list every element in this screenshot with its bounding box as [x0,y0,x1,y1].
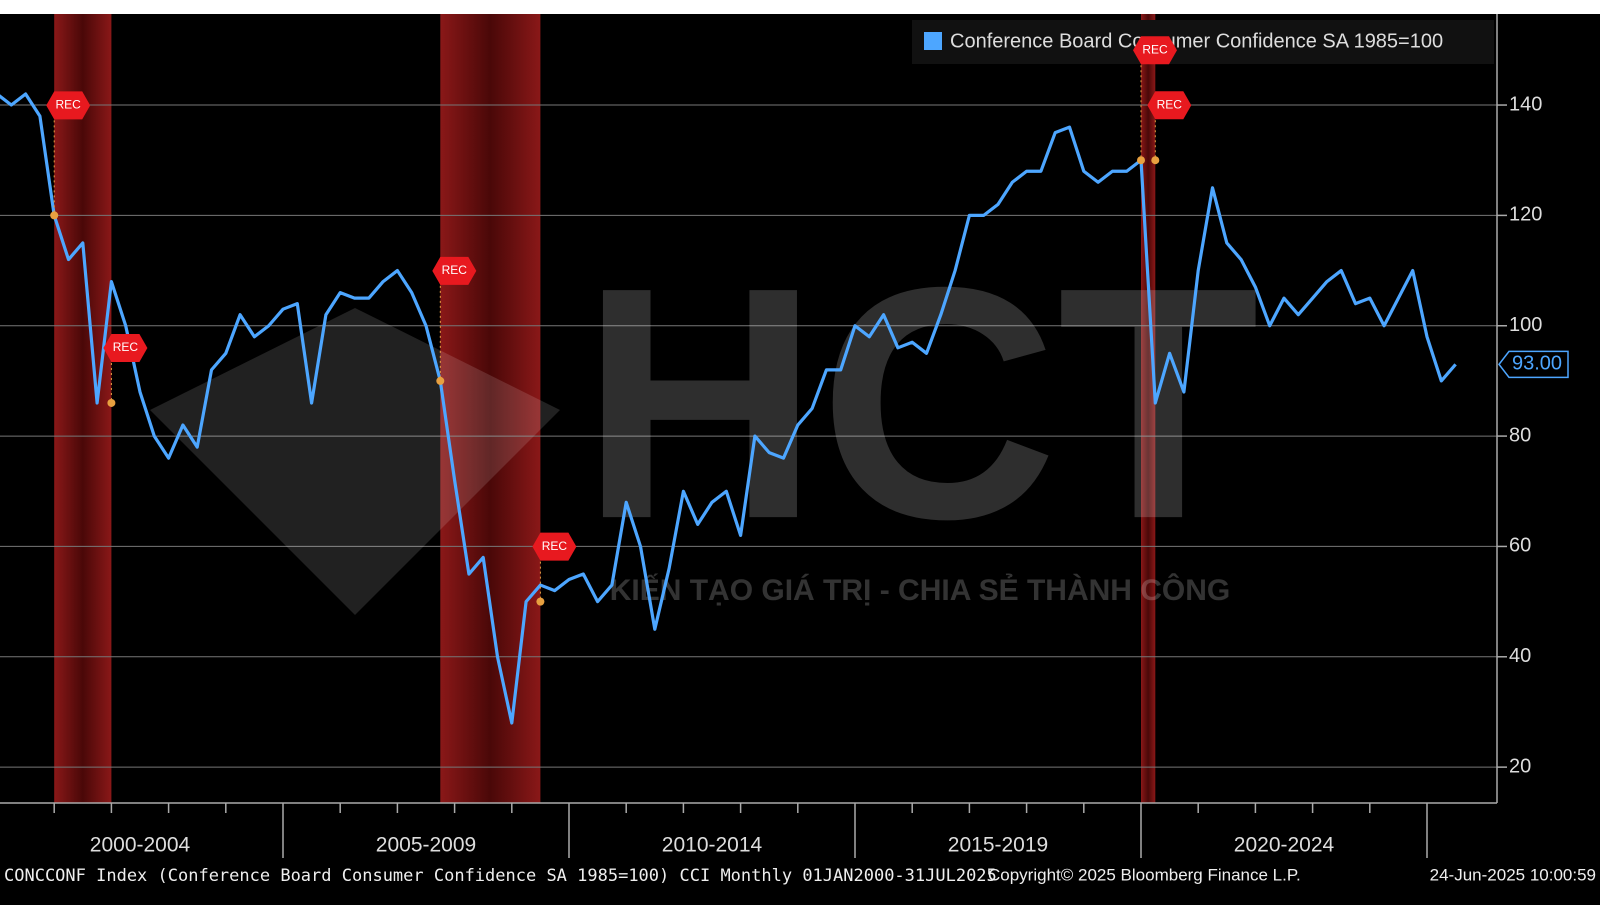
last-value-label: 93.00 [1512,353,1562,375]
legend-box [912,20,1494,64]
last-value-tag [1498,350,1569,379]
footer-copyright: Copyright© 2025 Bloomberg Finance L.P. [988,865,1301,884]
rec-dot [1151,156,1160,165]
top-strip [0,0,1600,14]
y-tick-label: 20 [1509,755,1531,777]
rec-label: REC [442,263,468,277]
rec-dot [1137,156,1145,165]
rec-flag [432,256,477,285]
rec-label: REC [56,98,82,112]
x-period-label: 2020-2024 [1234,834,1335,857]
y-tick-label: 100 [1509,314,1542,336]
legend-swatch [924,32,942,50]
x-period-label: 2000-2004 [90,834,191,857]
rec-flag [1133,36,1177,65]
series-line [0,92,1457,725]
rec-dot [536,597,545,606]
rec-flag [103,333,148,362]
x-period-label: 2005-2009 [376,834,476,857]
y-tick-label: 60 [1509,535,1531,557]
rec-dot [107,398,116,407]
footer-timestamp: 24-Jun-2025 10:00:59 [1430,865,1596,884]
rec-label: REC [113,340,139,354]
rec-label: REC [542,539,568,553]
rec-label: REC [1142,42,1168,56]
recession-band [54,14,112,803]
y-tick-label: 40 [1509,645,1531,667]
y-tick-label: 120 [1509,204,1542,226]
legend-label: Conference Board Consumer Confidence SA … [950,30,1443,52]
y-tick-label: 140 [1509,93,1542,115]
watermark-slogan: KIẾN TẠO GIÁ TRỊ - CHIA SẺ THÀNH CÔNG [610,573,1231,607]
watermark-diamond [150,308,560,615]
footer-description: CONCCONF Index (Conference Board Consume… [4,866,997,886]
rec-flag [1147,91,1192,120]
rec-flag [532,532,577,561]
rec-label: REC [1157,97,1183,111]
x-period-label: 2010-2014 [662,834,763,857]
rec-dot [50,211,59,220]
rec-dot [436,376,445,385]
y-tick-label: 80 [1509,424,1531,446]
watermark-logo: HCT [581,218,1259,587]
rec-flag [46,91,91,120]
recession-band [440,14,541,803]
x-period-label: 2015-2019 [948,834,1048,857]
